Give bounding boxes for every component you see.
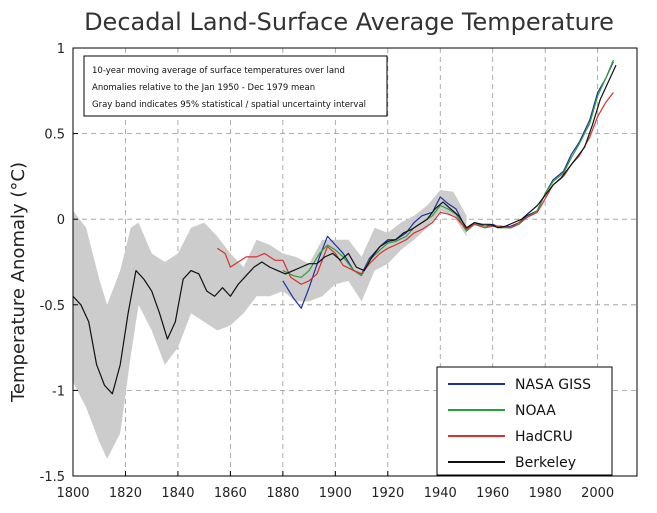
series-line-hadcru [216, 92, 614, 285]
annotation-box: 10-year moving average of surface temper… [83, 55, 388, 117]
x-tick-label: 2000 [581, 486, 614, 501]
legend-label-berkeley: Berkeley [515, 455, 576, 471]
legend-label-noaa: NOAA [515, 403, 556, 419]
y-tick-label: 0.5 [44, 128, 65, 143]
x-tick-label: 1880 [266, 486, 299, 501]
uncertainty-band [73, 190, 467, 459]
x-tick-label: 1960 [476, 486, 509, 501]
y-axis-label: Temperature Anomaly (°C) [8, 162, 29, 403]
series-line-berkeley [72, 64, 617, 395]
x-tick-label: 1840 [161, 486, 194, 501]
x-tick-label: 1820 [109, 486, 142, 501]
y-tick-label: -0.5 [40, 299, 65, 314]
annotation-line: Gray band indicates 95% statistical / sp… [92, 100, 366, 110]
chart-title: Decadal Land-Surface Average Temperature [84, 8, 614, 36]
legend-label-nasa-giss: NASA GISS [515, 377, 591, 393]
y-tick-label: 1 [57, 42, 65, 57]
x-tick-label: 1900 [319, 486, 352, 501]
x-tick-label: 1920 [371, 486, 404, 501]
y-tick-label: -1 [52, 384, 65, 399]
x-tick-label: 1940 [424, 486, 457, 501]
legend-label-hadcru: HadCRU [515, 429, 573, 445]
x-axis-ticks: 1800 1820 1840 1860 1880 1900 1920 1940 1960 1980… [56, 471, 614, 501]
x-tick-label: 1980 [529, 486, 562, 501]
uncertainty-band-area [73, 190, 467, 459]
annotation-line: Anomalies relative to the Jan 1950 - Dec… [92, 83, 315, 93]
annotation-box-frame [83, 55, 388, 117]
plot-frame [72, 47, 638, 477]
annotation-line: 10-year moving average of surface temper… [92, 66, 345, 76]
series-line-noaa [282, 59, 614, 279]
x-tick-label: 1860 [214, 486, 247, 501]
series-lines [72, 59, 617, 395]
y-axis-ticks: 1 0.5 0 -0.5 -1 -1.5 [40, 42, 78, 485]
legend: NASA GISS NOAA HadCRU Berkeley [436, 366, 613, 476]
series-line-nasa-giss [282, 61, 614, 309]
x-tick-label: 1800 [56, 486, 89, 501]
y-tick-label: 0 [57, 213, 65, 228]
y-tick-label: -1.5 [40, 470, 65, 485]
